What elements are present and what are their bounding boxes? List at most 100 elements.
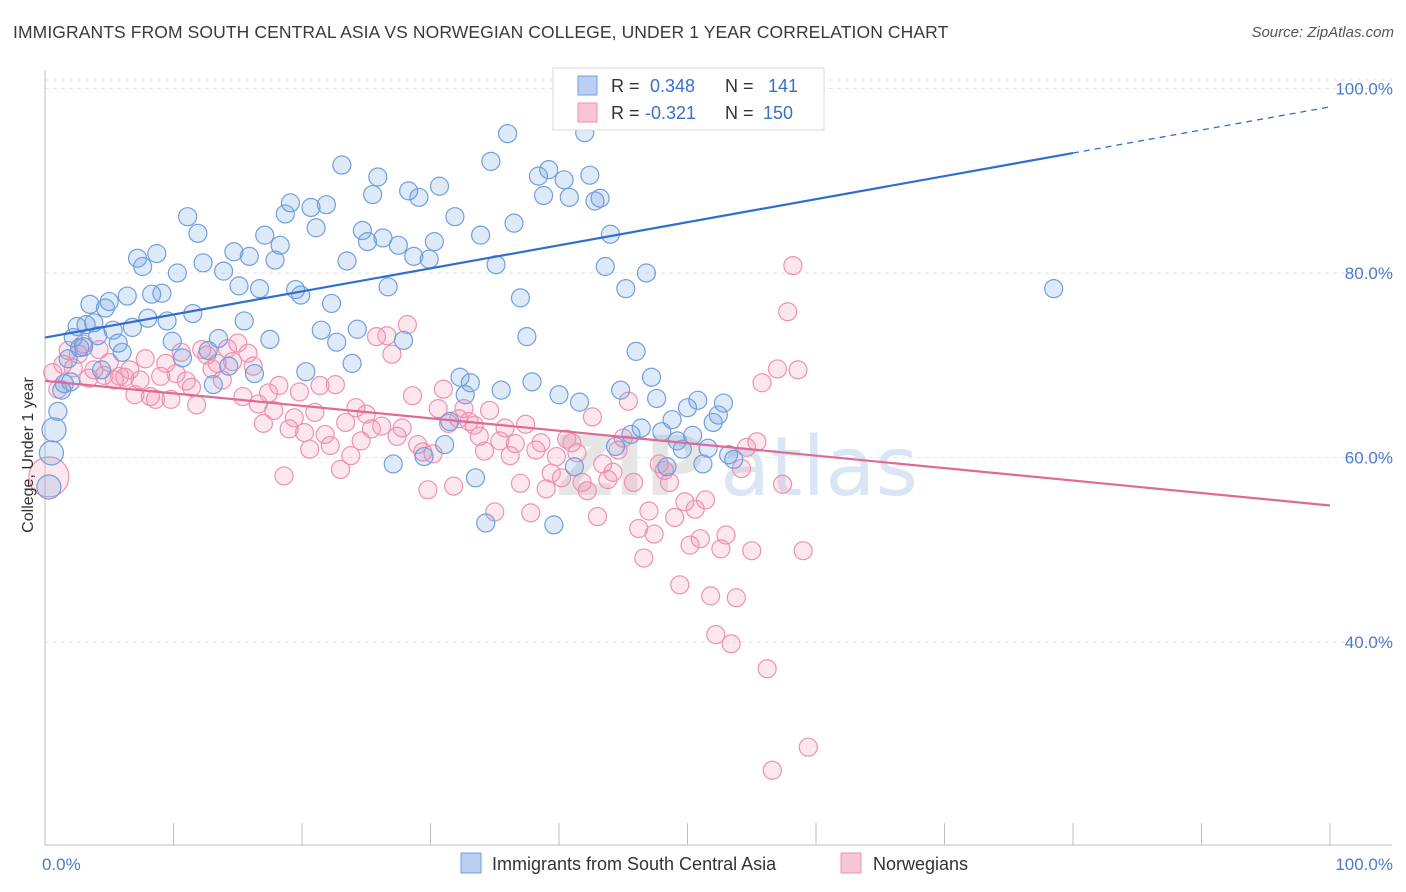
norwegians-point <box>582 407 603 427</box>
south-central-asia-point <box>677 398 698 418</box>
south-central-asia-point <box>616 279 636 299</box>
south-central-asia-point <box>337 251 357 271</box>
south-central-asia-point <box>424 232 444 252</box>
south-central-asia-point <box>142 284 162 304</box>
south-central-asia-point <box>234 311 254 331</box>
norwegians-point <box>84 360 104 380</box>
norwegians-point <box>418 480 438 500</box>
norwegians-point <box>757 659 777 679</box>
south-central-asia-point <box>409 187 429 207</box>
norwegians-point <box>135 349 155 369</box>
south-central-asia-point <box>229 276 249 296</box>
norwegians-point <box>330 459 351 480</box>
south-central-asia-point <box>569 392 590 412</box>
south-central-asia-point <box>41 417 67 443</box>
south-central-asia-point <box>688 390 708 410</box>
south-central-asia-point <box>147 244 167 264</box>
south-central-asia-point <box>708 405 728 425</box>
south-central-asia-point <box>178 207 198 227</box>
south-central-asia-point <box>311 320 331 340</box>
south-central-asia-point <box>544 515 564 535</box>
norwegians-point <box>89 339 109 360</box>
south-central-asia-point <box>188 223 208 243</box>
south-central-asia-point <box>554 170 574 190</box>
norwegians-point <box>695 490 716 510</box>
south-central-asia-point <box>476 513 496 533</box>
norwegians-point <box>336 412 356 433</box>
south-central-asia-point <box>647 388 667 409</box>
south-central-asia-point <box>352 220 372 241</box>
south-central-asia-point <box>522 372 542 392</box>
norwegians-trendline <box>44 379 1331 507</box>
south-central-asia-point <box>429 176 450 196</box>
x-tick-label-max: 100.0% <box>1335 855 1393 874</box>
series-legend-pink-swatch <box>840 852 862 874</box>
south-central-asia-point <box>549 385 569 405</box>
norwegians-point <box>176 371 196 391</box>
stats-legend-blue-swatch <box>577 75 598 96</box>
south-central-asia-point <box>683 425 703 445</box>
south-central-asia-point <box>36 474 62 500</box>
south-central-asia-point <box>172 348 193 368</box>
norwegians-point <box>623 472 644 493</box>
stats-legend-blue-n-label: N = <box>725 76 754 96</box>
south-central-asia-point <box>605 436 626 457</box>
south-central-asia-point <box>585 191 605 211</box>
stats-legend-blue-n-value: 141 <box>768 76 798 96</box>
south-central-asia-point <box>296 362 316 382</box>
norwegians-point <box>649 454 669 474</box>
south-central-asia-point <box>445 207 465 227</box>
south-central-asia-point <box>183 303 203 324</box>
south-central-asia-point <box>306 218 326 238</box>
south-central-asia-point <box>48 401 68 421</box>
south-central-asia-point <box>595 256 615 277</box>
south-central-asia-trendline-extension <box>1072 106 1331 154</box>
south-central-asia-point <box>590 188 610 208</box>
south-central-asia-point <box>239 246 259 266</box>
south-central-asia-point <box>460 373 480 393</box>
norwegians-point <box>742 541 762 561</box>
norwegians-point <box>464 415 484 435</box>
norwegians-point <box>793 541 813 561</box>
norwegians-point <box>726 588 746 608</box>
south-central-asia-point <box>244 363 265 384</box>
south-central-asia-point <box>481 151 501 171</box>
series-legend-pink-label: Norwegians <box>873 854 968 874</box>
south-central-asia-point <box>332 155 352 175</box>
norwegians-point <box>274 466 294 486</box>
norwegians-point <box>253 413 274 433</box>
y-axis-label: College, Under 1 year <box>20 377 37 533</box>
south-central-asia-point <box>112 342 132 362</box>
series-legend-blue-label: Immigrants from South Central Asia <box>492 854 777 874</box>
norwegians-point <box>289 382 310 402</box>
norwegians-point <box>531 433 551 453</box>
south-central-asia-point <box>214 261 234 281</box>
norwegians-point <box>721 634 741 654</box>
norwegians-point <box>284 408 304 428</box>
norwegians-point <box>181 377 202 397</box>
y-tick-labels: 40.0% 60.0% 80.0% 100.0% <box>1335 79 1393 652</box>
x-tick-label-min: 0.0% <box>42 855 81 874</box>
south-central-asia-point <box>471 225 491 245</box>
norwegians-point <box>382 344 402 364</box>
norwegians-point <box>670 575 690 595</box>
south-central-asia-point <box>280 193 301 213</box>
south-central-asia-point <box>455 385 475 405</box>
south-central-asia-point <box>373 228 393 248</box>
norwegians-point <box>639 501 659 521</box>
south-central-asia-series <box>36 123 1064 535</box>
norwegians-point <box>665 507 685 528</box>
chart-title: IMMIGRANTS FROM SOUTH CENTRAL ASIA VS NO… <box>13 22 949 42</box>
south-central-asia-point <box>559 187 579 207</box>
south-central-asia-point <box>528 166 549 186</box>
norwegians-point <box>294 422 315 443</box>
south-central-asia-trendline <box>44 151 1074 339</box>
norwegians-point <box>320 435 340 456</box>
stats-legend: R = 0.348 N = 141 R = -0.321 N = 150 <box>552 67 825 131</box>
norwegians-point <box>551 468 572 488</box>
norwegians-point <box>505 434 525 454</box>
stats-legend-blue-r-label: R = <box>611 76 640 96</box>
norwegians-point <box>243 356 263 376</box>
south-central-asia-point <box>724 449 744 469</box>
